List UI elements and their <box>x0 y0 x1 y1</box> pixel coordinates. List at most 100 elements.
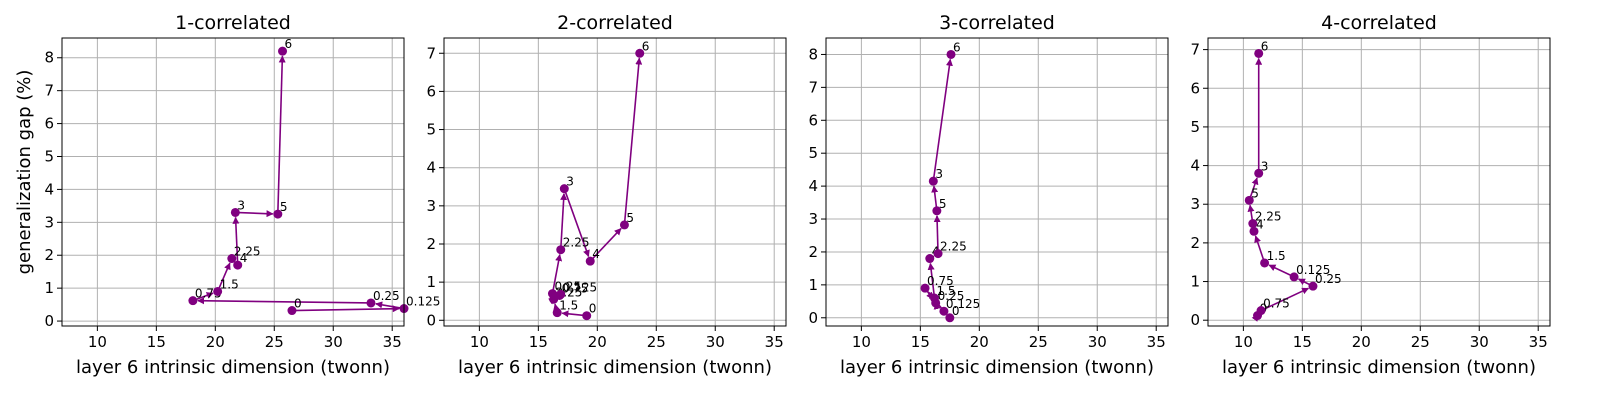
data-point <box>585 256 595 266</box>
point-label: 0.25 <box>938 289 965 303</box>
point-label: 1.5 <box>1267 249 1286 263</box>
data-point <box>939 306 949 316</box>
x-tick-label: 25 <box>265 333 284 351</box>
data-point <box>366 298 376 308</box>
x-tick-label: 35 <box>765 333 784 351</box>
trajectory-arrow <box>927 262 936 299</box>
x-tick-label: 15 <box>911 333 930 351</box>
y-tick-label: 6 <box>808 111 818 129</box>
y-tick-label: 4 <box>1190 157 1200 175</box>
point-label: 0.125 <box>406 295 440 309</box>
y-tick-label: 4 <box>44 180 54 198</box>
trajectory-arrow <box>551 253 563 294</box>
y-tick-label: 1 <box>426 273 436 291</box>
data-point <box>928 176 938 186</box>
x-tick-label: 20 <box>970 333 989 351</box>
data-point <box>227 254 237 264</box>
data-point <box>230 207 240 217</box>
data-point <box>273 209 283 219</box>
y-tick-label: 8 <box>808 45 818 63</box>
y-tick-label: 7 <box>808 78 818 96</box>
x-tick-label: 15 <box>529 333 548 351</box>
point-label: 0.125 <box>946 297 980 311</box>
data-point <box>1260 258 1270 268</box>
x-tick-label: 20 <box>1352 333 1371 351</box>
point-label: 0 <box>952 304 960 318</box>
trajectory-arrow <box>197 297 371 305</box>
point-label: 1.5 <box>220 277 239 291</box>
data-point <box>1254 168 1264 178</box>
point-label: 5 <box>280 200 288 214</box>
y-tick-label: 4 <box>426 159 436 177</box>
point-label: 6 <box>642 39 650 53</box>
x-tick-label: 35 <box>1147 333 1166 351</box>
y-tick-label: 3 <box>426 197 436 215</box>
x-tick-label: 25 <box>1411 333 1430 351</box>
x-tick-label: 30 <box>706 333 725 351</box>
trajectory-arrow <box>623 57 643 225</box>
x-tick-label: 20 <box>206 333 225 351</box>
point-label: 0.125 <box>563 280 597 294</box>
point-label: 6 <box>285 37 293 51</box>
chart-panel-4: 1015202530350123456700.750.250.1251.542.… <box>1190 12 1551 378</box>
y-tick-label: 2 <box>44 246 54 264</box>
chart-panel-2: 10 15 20 25 30 350123456701.52.250.750.1250.2… <box>426 12 787 378</box>
point-label: 0.25 <box>373 289 400 303</box>
data-point <box>635 48 645 58</box>
trajectory-arrow <box>291 305 400 313</box>
point-label: 0 <box>589 302 597 316</box>
data-point <box>929 293 939 303</box>
data-point <box>1248 219 1258 229</box>
trajectory-arrow <box>235 210 274 218</box>
data-point <box>945 313 955 323</box>
data-point <box>619 220 629 230</box>
trajectory-arrow <box>563 188 590 258</box>
y-tick-label: 8 <box>44 49 54 67</box>
y-tick-label: 1 <box>1190 273 1200 291</box>
y-tick-label: 4 <box>808 177 818 195</box>
x-tick-label: 30 <box>324 333 343 351</box>
data-point <box>933 249 943 259</box>
chart-title: 2-correlated <box>557 12 673 34</box>
x-tick-label: 25 <box>647 333 666 351</box>
trajectory-arrow <box>1260 287 1310 312</box>
x-tick-label: 30 <box>1088 333 1107 351</box>
point-label: 1.5 <box>559 299 578 313</box>
y-tick-label: 2 <box>426 235 436 253</box>
point-label: 2.25 <box>563 236 590 250</box>
x-tick-label: 10 <box>88 333 107 351</box>
x-tick-label: 10 <box>1234 333 1253 351</box>
y-tick-label: 0 <box>426 311 436 329</box>
data-point <box>920 283 930 293</box>
y-tick-label: 5 <box>44 147 54 165</box>
plot-frame <box>825 37 1169 327</box>
point-label: 3 <box>237 198 245 212</box>
trajectory-arrow <box>277 55 286 215</box>
data-point <box>1289 272 1299 282</box>
point-label: 2.25 <box>1255 210 1282 224</box>
x-tick-label: 15 <box>1293 333 1312 351</box>
trajectory-arrow <box>216 262 231 292</box>
y-tick-label: 5 <box>426 121 436 139</box>
point-label: 5 <box>939 197 947 211</box>
y-tick-label: 7 <box>1190 41 1200 59</box>
point-label: 0.75 <box>562 281 589 295</box>
x-tick-label: 20 <box>588 333 607 351</box>
trajectory-arrow <box>232 216 240 266</box>
y-tick-label: 2 <box>808 243 818 261</box>
x-tick-label: 25 <box>1029 333 1048 351</box>
point-label: 2.25 <box>234 245 261 259</box>
y-tick-label: 7 <box>44 82 54 100</box>
x-tick-label: 30 <box>1470 333 1489 351</box>
x-axis-label: layer 6 intrinsic dimension (twonn) <box>76 357 390 378</box>
y-tick-label: 1 <box>44 279 54 297</box>
point-label: 2.25 <box>940 240 967 254</box>
y-tick-label: 3 <box>44 213 54 231</box>
y-tick-label: 0 <box>44 312 54 330</box>
point-label: 3 <box>566 175 574 189</box>
point-label: 6 <box>1261 39 1269 53</box>
point-label: 0.25 <box>1315 272 1342 286</box>
x-axis-label: layer 6 intrinsic dimension (twonn) <box>1222 357 1536 378</box>
point-label: 4 <box>240 251 248 265</box>
